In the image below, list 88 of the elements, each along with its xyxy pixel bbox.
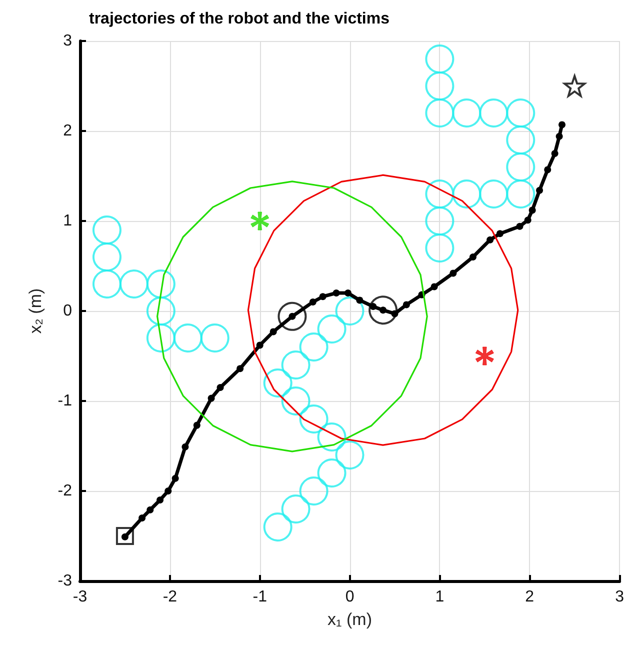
point (402, 301, 410, 308)
point (281, 350, 310, 380)
point (299, 476, 328, 506)
y-tick-label: -2 (58, 482, 72, 500)
point (479, 98, 508, 128)
point (182, 443, 189, 450)
point (425, 72, 454, 100)
y-tick-label: 0 (63, 302, 72, 320)
y-tick-label: -1 (58, 392, 72, 410)
x-axis-title: x₁ (m) (328, 610, 372, 629)
point (156, 496, 164, 504)
point (475, 346, 494, 366)
point (332, 290, 340, 296)
x-tick-label: -2 (162, 588, 178, 606)
point (551, 150, 558, 157)
point (425, 44, 454, 74)
point (425, 234, 454, 262)
point (496, 230, 504, 238)
point (236, 365, 244, 372)
point (524, 216, 532, 224)
point (250, 212, 270, 230)
point (200, 324, 230, 352)
point (319, 293, 326, 300)
point (425, 206, 454, 236)
y-tick-label: 3 (63, 32, 72, 50)
point (146, 324, 176, 352)
point (299, 332, 328, 362)
point (146, 506, 154, 514)
point (263, 368, 292, 398)
point (452, 180, 482, 208)
x-tick-label: 3 (615, 588, 624, 606)
point (193, 422, 200, 429)
point (450, 270, 457, 277)
point (92, 270, 122, 298)
point (317, 422, 346, 452)
point (370, 303, 377, 310)
point (528, 206, 536, 214)
point (516, 222, 524, 230)
point (281, 386, 310, 416)
point (164, 488, 172, 494)
point (356, 296, 364, 304)
point (391, 310, 398, 318)
point (317, 314, 346, 344)
point (256, 342, 264, 349)
point (344, 290, 352, 296)
point (299, 404, 328, 434)
point (146, 296, 176, 326)
point (544, 166, 552, 174)
point (506, 126, 536, 154)
point (556, 132, 563, 140)
point (270, 328, 277, 336)
point (469, 254, 476, 260)
point (506, 98, 536, 128)
point (172, 474, 179, 482)
point (263, 512, 292, 542)
point (208, 394, 215, 402)
point (92, 216, 122, 244)
point (281, 494, 310, 524)
point (309, 298, 316, 306)
point (335, 296, 364, 326)
y-axis-title: x₂ (m) (26, 288, 45, 334)
y-tick-label: 2 (63, 122, 72, 140)
chart-title: trajectories of the robot and the victims (89, 10, 390, 28)
point (116, 527, 134, 545)
point (92, 242, 122, 272)
point (146, 270, 176, 298)
x-tick-label: -1 (252, 588, 268, 606)
point (425, 180, 454, 208)
point (452, 98, 482, 128)
point (119, 270, 148, 298)
point (558, 121, 566, 128)
point (506, 180, 536, 208)
point (335, 440, 364, 470)
x-tick-label: 1 (435, 588, 444, 606)
y-tick-label: 1 (63, 212, 72, 230)
y-tick-label: -3 (58, 572, 72, 590)
point (216, 384, 224, 391)
point (506, 152, 536, 182)
point (173, 324, 202, 352)
point (430, 283, 438, 290)
x-tick-label: 0 (345, 588, 354, 606)
point (486, 236, 494, 244)
point (479, 180, 508, 208)
point (425, 98, 454, 128)
point (536, 186, 544, 194)
x-tick-label: 2 (525, 588, 534, 606)
point (317, 458, 346, 488)
point (138, 514, 146, 522)
